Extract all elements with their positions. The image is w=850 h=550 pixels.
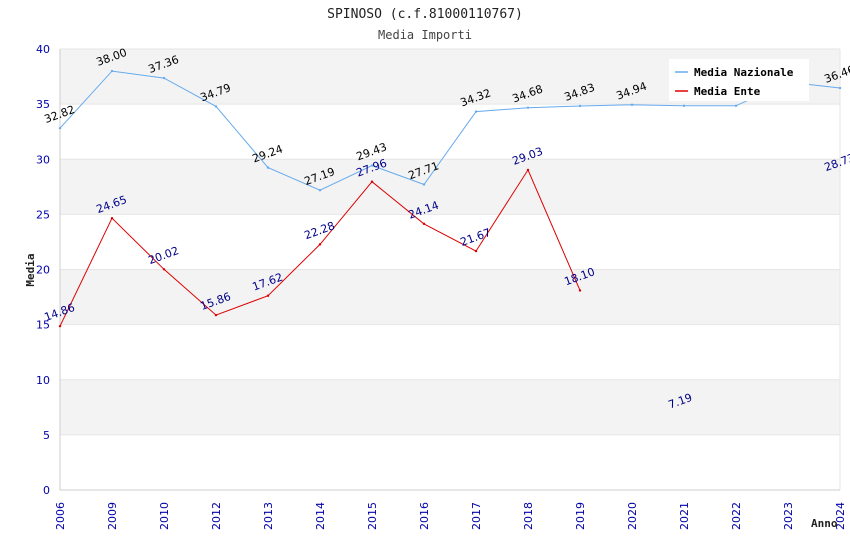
y-tick-label: 30 — [36, 153, 50, 166]
data-label-media-ente: 20.02 — [147, 244, 181, 267]
x-tick-label: 2020 — [626, 502, 639, 530]
data-point-media-ente — [266, 294, 270, 297]
legend-box — [669, 59, 809, 101]
x-tick-label: 2010 — [158, 502, 171, 530]
x-tick-label: 2016 — [418, 502, 431, 530]
y-axis-label: Media — [24, 253, 37, 286]
data-label-media-ente: 21.67 — [459, 226, 493, 249]
y-tick-label: 40 — [36, 43, 50, 56]
y-tick-label: 10 — [36, 374, 50, 387]
legend-label-media-nazionale: Media Nazionale — [694, 66, 794, 79]
y-tick-label: 20 — [36, 264, 50, 277]
x-tick-label: 2006 — [54, 502, 67, 530]
data-point-media-nazionale — [162, 76, 166, 80]
x-tick-label: 2021 — [678, 502, 691, 530]
x-tick-label: 2022 — [730, 502, 743, 530]
data-point-media-nazionale — [474, 110, 478, 113]
data-point-media-ente — [422, 222, 426, 226]
data-point-media-ente — [578, 289, 582, 292]
x-tick-label: 2018 — [522, 502, 535, 530]
data-point-media-nazionale — [422, 183, 426, 186]
series-line-media-nazionale — [59, 70, 841, 191]
data-point-media-nazionale — [110, 69, 114, 73]
data-point-media-nazionale — [526, 106, 530, 109]
x-axis-label: Anno — [811, 517, 838, 530]
y-tick-label: 15 — [36, 319, 50, 332]
x-tick-label: 2017 — [470, 502, 483, 530]
chart-subtitle: Media Importi — [378, 28, 472, 42]
data-point-media-nazionale — [318, 189, 322, 192]
data-label-standalone: 28.73 — [823, 151, 850, 174]
plot-band — [60, 379, 840, 435]
x-ticks: 2006 2009 2010 2012 2013 2014 2015 2016 2017 2018… — [54, 502, 847, 530]
chart-title: SPINOSO (c.f.81000110767) — [327, 7, 523, 22]
x-tick-label: 2015 — [366, 502, 379, 530]
data-point-media-nazionale — [838, 86, 842, 90]
x-tick-label: 2009 — [106, 502, 119, 530]
data-point-media-ente — [214, 313, 218, 317]
grid-lines — [60, 48, 841, 491]
plot-band — [60, 269, 840, 325]
data-point-media-nazionale — [214, 105, 218, 108]
data-point-media-ente — [162, 268, 166, 271]
data-point-media-ente — [474, 249, 478, 253]
x-tick-label: 2023 — [782, 502, 795, 530]
y-tick-label: 5 — [43, 429, 50, 442]
data-point-media-ente — [110, 217, 114, 220]
legend: Media Nazionale Media Ente — [669, 59, 809, 101]
plot-band — [60, 159, 840, 215]
x-tick-label: 2019 — [574, 502, 587, 530]
plot-bands — [60, 49, 840, 435]
x-tick-label: 2012 — [210, 502, 223, 530]
data-point-media-ente — [318, 243, 322, 246]
x-tick-label: 2013 — [262, 502, 275, 530]
y-ticks: 0 5 10 15 20 25 30 35 40 — [36, 43, 50, 497]
y-tick-label: 35 — [36, 98, 50, 111]
y-tick-label: 0 — [43, 484, 50, 497]
y-tick-label: 25 — [36, 208, 50, 221]
data-point-media-nazionale — [578, 104, 582, 108]
legend-label-media-ente: Media Ente — [694, 85, 761, 98]
data-point-media-nazionale — [630, 103, 634, 106]
data-point-media-nazionale — [58, 126, 62, 130]
data-point-media-nazionale — [682, 104, 686, 107]
data-point-media-ente — [370, 180, 374, 183]
x-tick-label: 2014 — [314, 502, 327, 530]
data-label-media-ente: 22.28 — [303, 219, 337, 242]
data-point-media-nazionale — [370, 164, 374, 167]
data-point-media-ente — [526, 168, 530, 172]
data-point-media-ente — [58, 324, 62, 328]
data-point-media-nazionale — [734, 104, 738, 107]
series-lines — [58, 69, 842, 328]
x-tick-label: 2024 — [834, 502, 847, 530]
data-point-media-nazionale — [266, 166, 270, 169]
